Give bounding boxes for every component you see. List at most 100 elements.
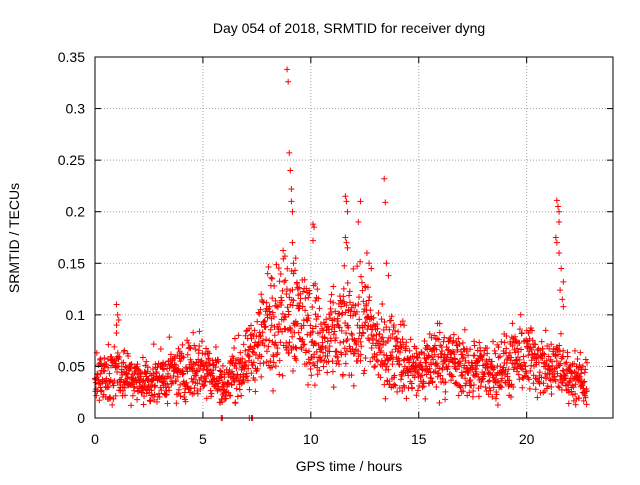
data-point — [229, 359, 236, 366]
data-point — [330, 283, 337, 290]
data-point — [263, 358, 270, 365]
data-point — [159, 379, 166, 386]
data-point — [419, 372, 426, 379]
data-point — [338, 327, 345, 334]
data-point — [242, 347, 249, 354]
data-point — [114, 311, 121, 318]
data-point — [186, 344, 193, 351]
data-point — [227, 392, 234, 399]
data-point — [397, 321, 404, 328]
data-point — [368, 331, 375, 338]
data-point — [580, 363, 587, 370]
data-point — [391, 372, 398, 379]
data-point — [471, 342, 478, 349]
data-point — [500, 364, 507, 371]
data-point — [556, 249, 563, 256]
data-point — [343, 347, 350, 354]
data-point — [338, 303, 345, 310]
data-point — [426, 353, 433, 360]
data-point — [280, 247, 287, 254]
data-point — [482, 384, 489, 391]
data-point — [566, 379, 573, 386]
data-point — [185, 339, 192, 346]
data-point — [245, 365, 252, 372]
data-point — [381, 319, 388, 326]
data-point — [367, 307, 374, 314]
data-point — [484, 350, 491, 357]
data-point — [406, 347, 413, 354]
data-point — [346, 299, 353, 306]
data-point — [553, 358, 560, 365]
data-point — [340, 285, 347, 292]
data-point — [233, 385, 240, 392]
data-point — [565, 389, 572, 396]
data-point — [141, 393, 148, 400]
data-point — [572, 401, 579, 408]
data-point — [340, 293, 347, 300]
x-tick-labels: 0 5 10 15 20 — [91, 431, 535, 447]
data-point — [470, 387, 477, 394]
data-point — [373, 351, 380, 358]
data-point — [220, 381, 227, 388]
data-point — [339, 371, 346, 378]
data-point — [343, 302, 350, 309]
data-point — [389, 330, 396, 337]
data-point — [361, 322, 368, 329]
data-point — [316, 367, 323, 374]
data-point — [409, 385, 416, 392]
data-point — [151, 391, 158, 398]
data-point — [560, 368, 567, 375]
data-point — [283, 291, 290, 298]
data-point — [450, 337, 457, 344]
data-point — [289, 367, 296, 374]
data-point — [350, 382, 357, 389]
data-point — [383, 260, 390, 267]
data-point — [492, 395, 499, 402]
data-point — [301, 341, 308, 348]
data-point — [248, 322, 255, 329]
data-point — [383, 324, 390, 331]
data-point — [242, 373, 249, 380]
data-point — [110, 382, 117, 389]
data-point — [184, 337, 191, 344]
data-point — [421, 338, 428, 345]
data-point — [422, 395, 429, 402]
data-point — [484, 345, 491, 352]
data-point — [511, 346, 518, 353]
data-point — [361, 283, 368, 290]
data-point — [579, 382, 586, 389]
data-point — [182, 398, 189, 405]
data-point — [203, 345, 210, 352]
data-point — [162, 391, 169, 398]
data-point — [430, 356, 437, 363]
data-point — [568, 388, 575, 395]
data-point — [368, 265, 375, 272]
data-point — [288, 198, 295, 205]
data-point — [332, 308, 339, 315]
data-point — [268, 364, 275, 371]
data-point — [548, 383, 555, 390]
data-point — [271, 282, 278, 289]
data-point — [122, 363, 129, 370]
data-point — [314, 358, 321, 365]
data-point — [113, 322, 120, 329]
data-point — [390, 321, 397, 328]
data-point — [124, 375, 131, 382]
data-point — [577, 349, 584, 356]
data-point — [105, 383, 112, 390]
data-point — [345, 324, 352, 331]
data-point — [328, 309, 335, 316]
data-point — [273, 261, 280, 268]
data-point — [174, 352, 181, 359]
data-point — [329, 358, 336, 365]
data-point — [270, 359, 277, 366]
data-point — [518, 330, 525, 337]
data-point — [448, 372, 455, 379]
data-point — [307, 366, 314, 373]
data-point — [277, 339, 284, 346]
data-point — [357, 351, 364, 358]
data-point — [555, 383, 562, 390]
data-point — [467, 377, 474, 384]
data-point — [329, 368, 336, 375]
